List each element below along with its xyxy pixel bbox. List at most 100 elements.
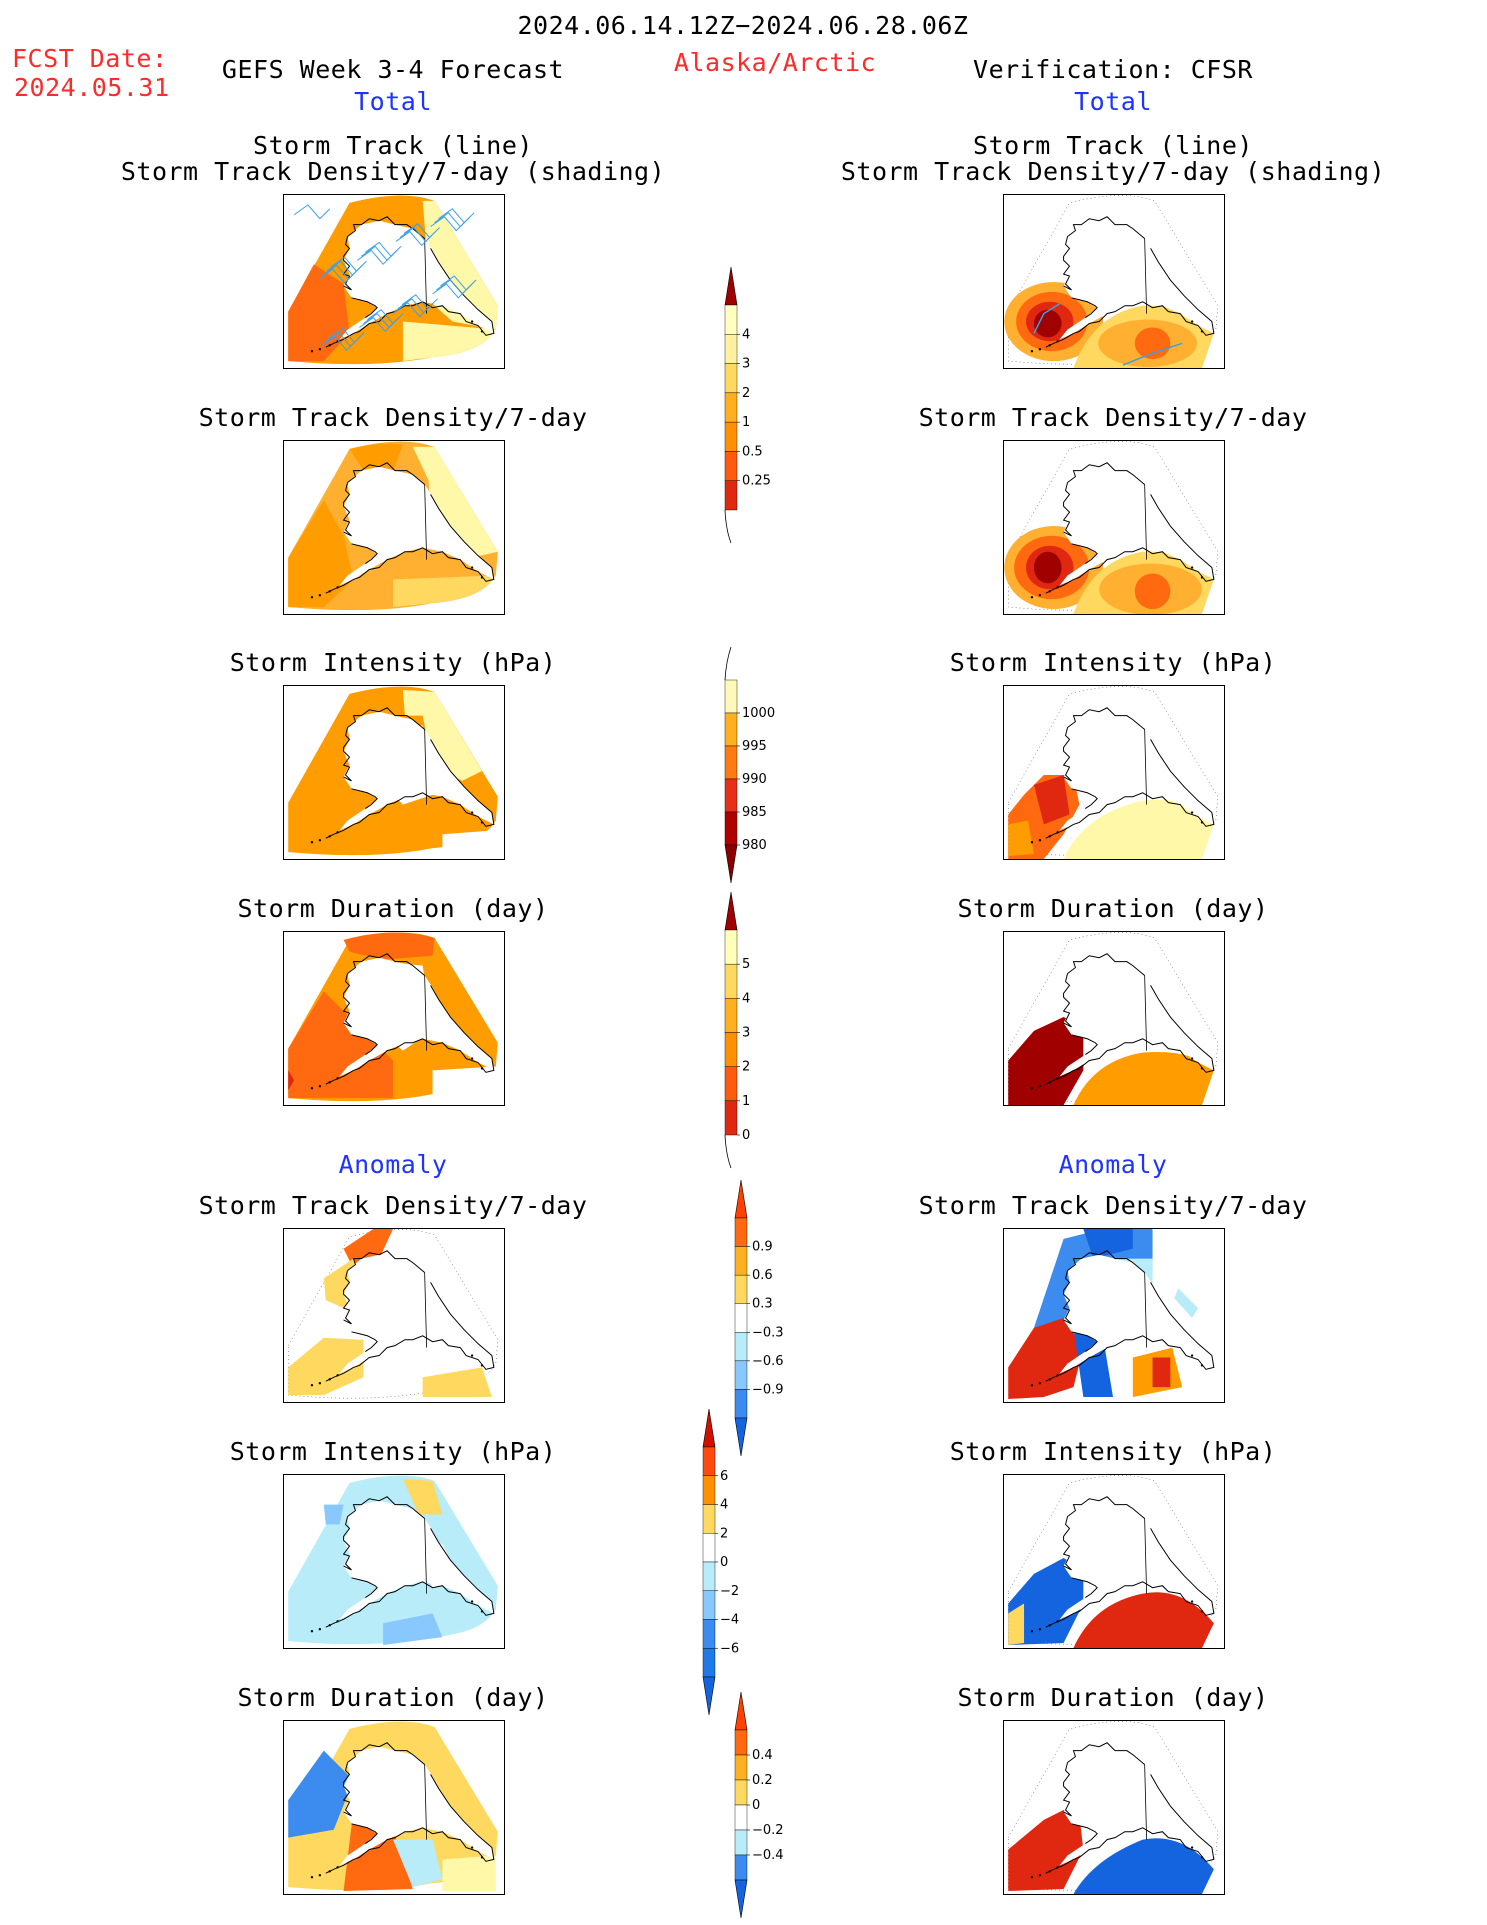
intensity_anom-cbar-segment [702,1648,716,1678]
shaded-region [1073,1051,1214,1105]
density_anom-cbar-segment [734,1217,748,1247]
colorbar-density-anomaly: 0.9 0.6 0.3 −0.3 −0.6 −0.9 [732,1178,792,1462]
alaska-land [1059,1746,1214,1866]
island [470,1354,474,1357]
fcst-date-value: 2024.05.31 [14,73,170,102]
shaded-region [1083,1229,1133,1259]
storm-track [395,230,432,247]
left-model-title: GEFS Week 3-4 Forecast [221,55,565,84]
map-domain-outline [288,1229,499,1399]
coastline [1045,953,1215,1085]
density-cbar-up-arrow [724,266,738,306]
intensity_anom-cbar-segment [702,1590,716,1620]
right-density-anom-title: Storm Track Density/7-day [918,1191,1308,1220]
shaded-region [393,575,496,608]
shaded-region [1008,1809,1084,1892]
intensity-cbar-segment [724,778,738,813]
island [318,1382,322,1385]
duration-cbar-label: 1 [742,1094,750,1109]
duration-cbar-segment [724,1100,738,1136]
shaded-region [432,1066,496,1105]
left-duration-title: Storm Duration (day) [237,894,549,923]
island [1200,576,1204,579]
island [1190,1600,1194,1603]
intensity-cbar-label: 980 [742,838,767,853]
island [336,1620,339,1623]
density-cbar-segment [724,480,738,511]
island [1200,821,1204,824]
verification-title: Verification: CFSR [973,55,1253,84]
density-cbar-label: 1 [742,415,750,430]
intensity_anom-cbar-down-arrow [702,1676,716,1716]
island [1190,811,1194,814]
intensity-cbar-segment [724,679,738,714]
island [1056,831,1059,834]
right-intensity-anom-title: Storm Intensity (hPa) [949,1437,1277,1466]
intensity_anom-cbar-segment [702,1619,716,1649]
alaska-land [1059,957,1214,1077]
intensity_anom-cbar-up-arrow [702,1408,716,1448]
duration_anom-cbar-label: −0.2 [752,1823,784,1838]
density_anom-cbar-segment [734,1246,748,1276]
colorbar-duration: 5 4 3 2 1 0 [722,890,782,1174]
density-cbar-segment [724,421,738,452]
alaska-canada-border [424,975,428,1051]
right-track-title-shading: Storm Track Density/7-day (shading) [840,157,1386,186]
island [480,821,484,824]
island [470,566,474,569]
coastline [325,216,495,348]
island [1200,1610,1204,1613]
duration-cbar-label: 5 [742,957,750,972]
density-cbar-label: 3 [742,357,750,372]
alaska-canada-border [424,484,428,560]
alaska-land [339,1254,494,1374]
island [310,350,314,353]
coastline [1045,462,1215,594]
island [1200,1856,1204,1859]
right-intensity-title: Storm Intensity (hPa) [949,648,1277,677]
shaded-region [288,1750,354,1838]
island [480,576,484,579]
island [318,1628,322,1631]
duration_anom-cbar-segment [734,1829,748,1856]
island [1038,1874,1042,1877]
island [470,1600,474,1603]
island [318,839,322,842]
alaska-land [1059,711,1214,831]
density_anom-cbar-up-arrow [734,1179,748,1219]
storm-track-lines [293,204,477,351]
intensity_anom-cbar-label: 4 [720,1498,728,1513]
storm-track [293,204,331,220]
left-intensity-title: Storm Intensity (hPa) [229,648,557,677]
duration_anom-cbar-down-arrow [734,1879,748,1919]
left-duration-anom-title: Storm Duration (day) [237,1683,549,1712]
island [310,596,314,599]
density-cbar-label: 4 [742,327,750,342]
density-cbar-label: 2 [742,386,750,401]
storm-track [318,268,355,284]
alaska-canada-border [1144,729,1148,805]
island [480,330,484,333]
island [328,1870,331,1873]
intensity-cbar-label: 1000 [742,706,775,721]
storm-track [1033,303,1061,334]
storm-track [432,283,469,299]
island [1200,330,1204,333]
duration-cbar-label: 3 [742,1026,750,1041]
island [1048,1624,1051,1627]
coastline [325,1250,495,1382]
island [1190,1057,1194,1060]
island [1048,1378,1051,1381]
duration_anom-cbar-label: −0.4 [752,1848,784,1863]
shaded-region [393,1839,443,1888]
shaded-region [349,443,403,471]
right-total-label: Total [1074,87,1152,116]
alaska-land [339,466,494,586]
duration_anom-cbar-segment [734,1729,748,1756]
island [480,1364,484,1367]
duration-cbar-label: 4 [742,991,750,1006]
intensity-cbar-tail [724,646,732,681]
intensity_anom-cbar-label: 6 [720,1469,728,1484]
alaska-canada-border [424,1764,428,1840]
shaded-region [442,830,496,859]
